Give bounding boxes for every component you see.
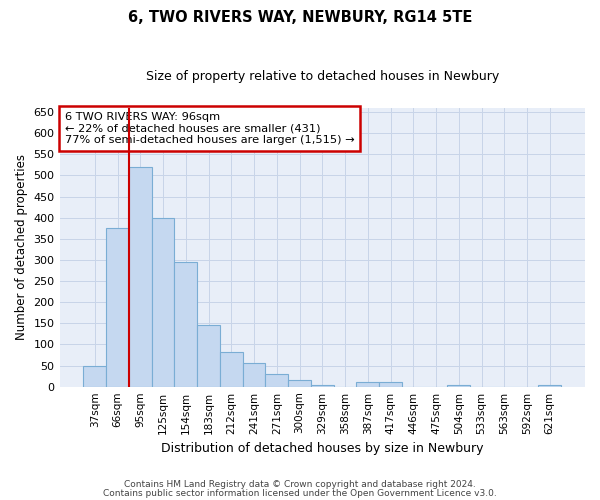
Bar bbox=[379, 382, 402, 386]
Bar bbox=[288, 380, 311, 386]
Bar bbox=[311, 384, 334, 386]
Text: 6 TWO RIVERS WAY: 96sqm
← 22% of detached houses are smaller (431)
77% of semi-d: 6 TWO RIVERS WAY: 96sqm ← 22% of detache… bbox=[65, 112, 355, 145]
Bar bbox=[83, 366, 106, 386]
Bar bbox=[152, 218, 175, 386]
Bar bbox=[106, 228, 129, 386]
Bar bbox=[129, 167, 152, 386]
Bar bbox=[197, 326, 220, 386]
Text: 6, TWO RIVERS WAY, NEWBURY, RG14 5TE: 6, TWO RIVERS WAY, NEWBURY, RG14 5TE bbox=[128, 10, 472, 25]
Y-axis label: Number of detached properties: Number of detached properties bbox=[15, 154, 28, 340]
Bar bbox=[175, 262, 197, 386]
X-axis label: Distribution of detached houses by size in Newbury: Distribution of detached houses by size … bbox=[161, 442, 484, 455]
Text: Contains public sector information licensed under the Open Government Licence v3: Contains public sector information licen… bbox=[103, 490, 497, 498]
Bar bbox=[538, 384, 561, 386]
Bar bbox=[356, 382, 379, 386]
Bar bbox=[448, 384, 470, 386]
Text: Contains HM Land Registry data © Crown copyright and database right 2024.: Contains HM Land Registry data © Crown c… bbox=[124, 480, 476, 489]
Title: Size of property relative to detached houses in Newbury: Size of property relative to detached ho… bbox=[146, 70, 499, 83]
Bar bbox=[220, 352, 242, 386]
Bar bbox=[242, 364, 265, 386]
Bar bbox=[265, 374, 288, 386]
